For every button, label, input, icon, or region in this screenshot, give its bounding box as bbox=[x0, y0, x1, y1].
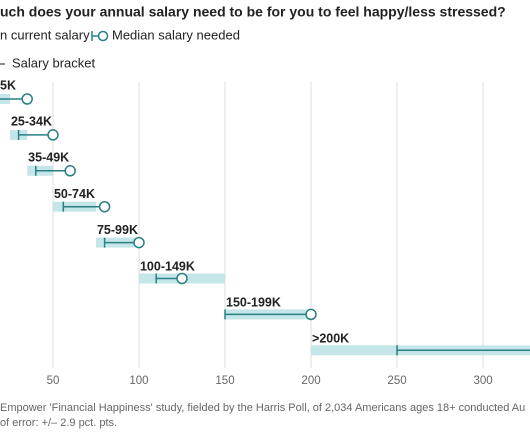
needed-salary-dot bbox=[305, 308, 317, 321]
category-label: 25-34K bbox=[11, 114, 52, 128]
needed-salary-dot bbox=[64, 165, 76, 177]
x-tick-label: 250 bbox=[387, 375, 406, 387]
legend-label: n current salary bbox=[0, 27, 90, 42]
category-label: 100-149K bbox=[140, 259, 195, 273]
x-tick-label: 50 bbox=[47, 375, 60, 387]
needed-salary-dot bbox=[21, 93, 33, 105]
category-label: 75-99K bbox=[97, 223, 138, 237]
x-tick-label: 150 bbox=[215, 375, 234, 387]
category-label: 150-199K bbox=[226, 295, 281, 309]
legend-label: Median salary needed bbox=[112, 27, 240, 42]
category-label: 5K bbox=[0, 78, 16, 92]
plot: 50 100 150 200 250 300 5K 25-34K 35-49K 50-74K 75-… bbox=[0, 78, 530, 387]
category-label: 35-49K bbox=[28, 151, 69, 165]
source-note: Empower 'Financial Happiness' study, fie… bbox=[0, 402, 525, 414]
needed-salary-dot bbox=[176, 272, 188, 285]
needed-salary-dot bbox=[98, 200, 111, 213]
source-note: of error: +/– 2.9 pct. pts. bbox=[0, 417, 117, 429]
needed-salary-dot bbox=[133, 236, 145, 249]
needed-salary-dot bbox=[47, 129, 59, 141]
category-label: >200K bbox=[312, 332, 349, 346]
category-label: 50-74K bbox=[54, 187, 95, 201]
legend-icon bbox=[91, 30, 109, 42]
x-tick-label: 100 bbox=[129, 375, 148, 387]
chart-title: uch does your annual salary need to be f… bbox=[0, 4, 506, 20]
legend-label: Salary bracket bbox=[12, 55, 95, 70]
x-tick-label: 200 bbox=[301, 375, 320, 387]
x-tick-label: 300 bbox=[473, 375, 492, 387]
